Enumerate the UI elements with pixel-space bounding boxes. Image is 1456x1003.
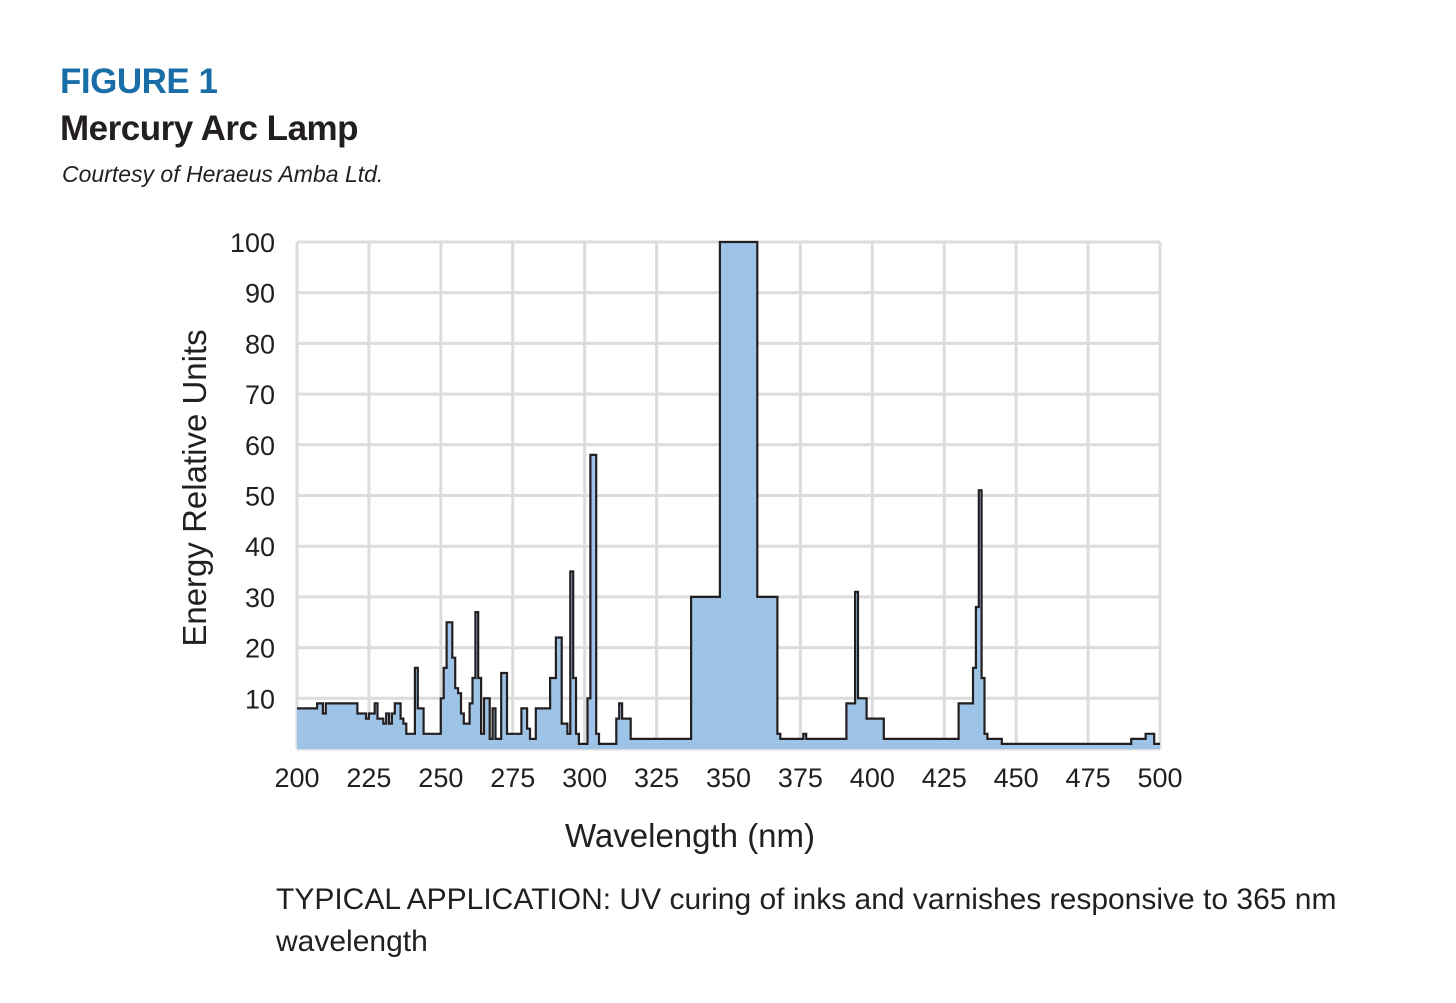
x-tick-label: 225 <box>346 763 391 793</box>
chart-plot <box>297 240 1160 749</box>
x-axis-ticks: 200 225 250 275 300 325 350 375 400 425 450 475 500 <box>274 763 1182 793</box>
y-axis-label: Energy Relative Units <box>176 329 213 646</box>
y-tick-label: 90 <box>245 279 275 309</box>
y-tick-label: 30 <box>245 583 275 613</box>
y-tick-label: 40 <box>245 532 275 562</box>
x-tick-label: 275 <box>490 763 535 793</box>
x-axis-label: Wavelength (nm) <box>565 817 815 854</box>
x-tick-label: 325 <box>634 763 679 793</box>
x-tick-label: 450 <box>994 763 1039 793</box>
y-tick-label: 100 <box>230 228 275 258</box>
x-tick-label: 400 <box>850 763 895 793</box>
x-tick-label: 300 <box>562 763 607 793</box>
figure-title: Mercury Arc Lamp <box>60 109 359 148</box>
spectrum-area <box>297 242 1160 749</box>
spectrum-line <box>297 240 1160 745</box>
x-tick-label: 425 <box>922 763 967 793</box>
x-tick-label: 350 <box>706 763 751 793</box>
figure-label: FIGURE 1 <box>60 62 218 101</box>
figure-caption: TYPICAL APPLICATION: UV curing of inks a… <box>276 883 1337 958</box>
x-tick-label: 250 <box>418 763 463 793</box>
x-tick-label: 200 <box>274 763 319 793</box>
x-tick-label: 475 <box>1066 763 1111 793</box>
y-tick-label: 70 <box>245 380 275 410</box>
y-axis-ticks: 10 20 30 40 50 60 70 80 90 100 <box>230 228 275 714</box>
y-tick-label: 50 <box>245 482 275 512</box>
y-tick-label: 10 <box>245 684 275 714</box>
y-tick-label: 20 <box>245 634 275 664</box>
x-tick-label: 375 <box>778 763 823 793</box>
figure-credit: Courtesy of Heraeus Amba Ltd. <box>62 161 384 187</box>
x-tick-label: 500 <box>1137 763 1182 793</box>
y-tick-label: 80 <box>245 329 275 359</box>
y-tick-label: 60 <box>245 431 275 461</box>
